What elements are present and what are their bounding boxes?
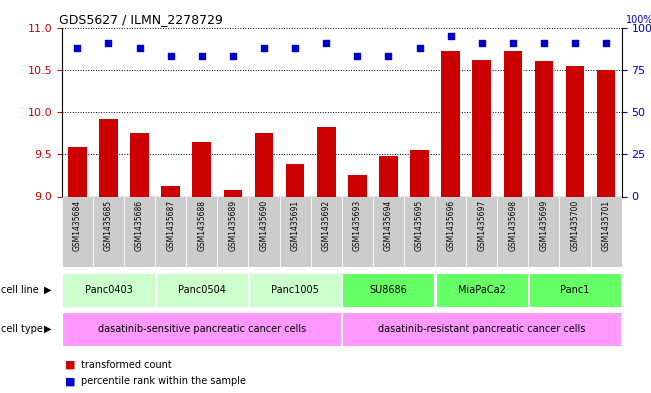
Text: Panc0403: Panc0403	[85, 285, 132, 295]
Bar	[68, 147, 87, 196]
Text: GSM1435697: GSM1435697	[477, 200, 486, 251]
Text: GSM1435690: GSM1435690	[260, 200, 268, 251]
Point	[259, 45, 270, 51]
Bar	[99, 119, 118, 196]
Point	[104, 40, 114, 46]
Point	[383, 53, 394, 59]
Text: cell type: cell type	[1, 324, 43, 334]
Bar	[441, 51, 460, 196]
Bar	[186, 196, 217, 267]
Text: GSM1435687: GSM1435687	[166, 200, 175, 251]
Text: percentile rank within the sample: percentile rank within the sample	[81, 376, 246, 386]
Bar	[373, 196, 404, 267]
Text: GSM1435685: GSM1435685	[104, 200, 113, 251]
Bar	[279, 196, 311, 267]
Text: GSM1435689: GSM1435689	[229, 200, 238, 251]
Bar	[497, 196, 529, 267]
Text: transformed count: transformed count	[81, 360, 172, 370]
Bar	[286, 164, 305, 196]
Bar	[342, 273, 434, 307]
Bar	[342, 196, 373, 267]
Bar	[435, 196, 466, 267]
Point	[352, 53, 363, 59]
Bar	[311, 196, 342, 267]
Text: dasatinib-resistant pancreatic cancer cells: dasatinib-resistant pancreatic cancer ce…	[378, 324, 585, 334]
Bar	[379, 156, 398, 196]
Text: ■: ■	[65, 376, 79, 386]
Bar	[130, 133, 149, 196]
Bar	[255, 133, 273, 196]
Bar	[161, 186, 180, 196]
Point	[134, 45, 145, 51]
Text: GSM1435698: GSM1435698	[508, 200, 518, 251]
Text: 100%: 100%	[626, 15, 651, 25]
Bar	[436, 273, 528, 307]
Bar	[342, 312, 621, 346]
Bar	[193, 141, 211, 196]
Point	[165, 53, 176, 59]
Point	[539, 40, 549, 46]
Bar	[466, 196, 497, 267]
Point	[570, 40, 580, 46]
Text: GSM1435701: GSM1435701	[602, 200, 611, 251]
Point	[72, 45, 83, 51]
Text: dasatinib-sensitive pancreatic cancer cells: dasatinib-sensitive pancreatic cancer ce…	[98, 324, 306, 334]
Point	[290, 45, 300, 51]
Text: Panc1005: Panc1005	[271, 285, 319, 295]
Point	[197, 53, 207, 59]
Text: ▶: ▶	[44, 324, 52, 334]
Bar	[62, 273, 154, 307]
Bar	[410, 150, 429, 196]
Point	[601, 40, 611, 46]
Bar	[124, 196, 155, 267]
Text: GSM1435695: GSM1435695	[415, 200, 424, 251]
Bar	[249, 273, 341, 307]
Bar	[217, 196, 249, 267]
Bar	[223, 190, 242, 196]
Bar	[156, 273, 248, 307]
Bar	[473, 60, 491, 196]
Bar	[155, 196, 186, 267]
Bar	[503, 51, 522, 196]
Text: ▶: ▶	[44, 285, 52, 295]
Bar	[348, 175, 367, 196]
Bar	[404, 196, 435, 267]
Bar	[597, 70, 615, 196]
Bar	[559, 196, 590, 267]
Text: SU8686: SU8686	[370, 285, 408, 295]
Text: GSM1435684: GSM1435684	[73, 200, 82, 251]
Point	[414, 45, 424, 51]
Bar	[62, 312, 341, 346]
Text: GDS5627 / ILMN_2278729: GDS5627 / ILMN_2278729	[59, 13, 223, 26]
Text: GSM1435693: GSM1435693	[353, 200, 362, 251]
Text: GSM1435692: GSM1435692	[322, 200, 331, 251]
Bar	[62, 196, 93, 267]
Text: cell line: cell line	[1, 285, 39, 295]
Point	[321, 40, 331, 46]
Text: MiaPaCa2: MiaPaCa2	[458, 285, 506, 295]
Bar	[317, 127, 335, 196]
Text: GSM1435699: GSM1435699	[540, 200, 548, 251]
Text: GSM1435696: GSM1435696	[446, 200, 455, 251]
Text: Panc0504: Panc0504	[178, 285, 226, 295]
Text: GSM1435688: GSM1435688	[197, 200, 206, 251]
Bar	[249, 196, 279, 267]
Point	[508, 40, 518, 46]
Bar	[566, 66, 585, 196]
Text: GSM1435691: GSM1435691	[290, 200, 299, 251]
Point	[228, 53, 238, 59]
Text: GSM1435686: GSM1435686	[135, 200, 144, 251]
Bar	[590, 196, 622, 267]
Bar	[93, 196, 124, 267]
Text: GSM1435694: GSM1435694	[384, 200, 393, 251]
Text: ■: ■	[65, 360, 79, 370]
Text: GSM1435700: GSM1435700	[570, 200, 579, 251]
Text: Panc1: Panc1	[561, 285, 590, 295]
Bar	[529, 196, 559, 267]
Point	[477, 40, 487, 46]
Point	[445, 33, 456, 39]
Bar	[529, 273, 621, 307]
Bar	[534, 61, 553, 196]
